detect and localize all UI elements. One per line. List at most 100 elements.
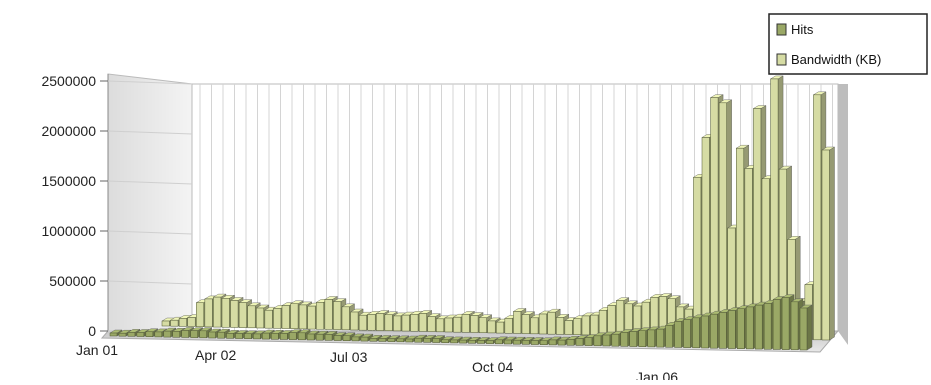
x-tick-label: Jan 06	[636, 369, 678, 380]
bar-0-77	[799, 307, 808, 351]
bar-0-9	[190, 330, 198, 338]
bar-1-43	[530, 317, 539, 335]
bar-1-62	[693, 177, 702, 338]
bar-1-10	[247, 305, 256, 329]
legend-box	[768, 13, 928, 75]
bar-1-15	[290, 303, 299, 329]
bar-1-2	[178, 318, 187, 327]
bar-0-58	[629, 331, 637, 347]
bar-0-61	[656, 328, 664, 348]
bar-0-52	[575, 338, 584, 346]
legend-swatch-hits	[776, 23, 787, 36]
bar-0-53	[584, 337, 593, 346]
bar-1-31	[427, 316, 436, 332]
y-tick-label: 2000000	[41, 123, 96, 139]
x-tick-label: Oct 04	[472, 359, 513, 375]
bar-0-24	[324, 334, 333, 341]
bar-1-7	[221, 298, 230, 328]
bar-0-44	[504, 339, 512, 345]
bar-1-51	[598, 310, 607, 336]
bar-1-24	[367, 314, 376, 331]
right-edge-wall	[838, 84, 848, 345]
bar-1-27	[393, 315, 402, 332]
bar-0-55	[602, 334, 611, 347]
bar-0-70	[737, 308, 745, 349]
x-tick-label: Jan 01	[76, 342, 118, 358]
bar-0-46	[521, 340, 530, 345]
bar-1-17	[307, 305, 316, 330]
bar-1-65	[718, 102, 727, 339]
bar-1-53	[616, 300, 625, 336]
bar-0-30	[378, 338, 387, 342]
bar-0-68	[719, 312, 727, 349]
x-tick-label: Apr 02	[195, 347, 236, 363]
bar-1-0	[161, 320, 170, 327]
bar-1-42	[521, 314, 530, 334]
bar-1-47	[564, 320, 573, 335]
y-tick-label: 0	[88, 323, 96, 339]
bar-0-23	[315, 333, 324, 341]
bar-0-12	[217, 331, 225, 339]
bar-1-8	[230, 300, 239, 328]
bar-0-17	[262, 332, 270, 340]
bar-0-47	[530, 340, 539, 345]
bar-1-4	[196, 302, 205, 327]
gridline-horizontal	[107, 180, 193, 185]
bar-0-20	[288, 332, 297, 340]
bar-1-76	[813, 94, 822, 341]
legend-label-hits: Hits	[791, 22, 814, 37]
bar-0-36	[432, 338, 440, 343]
bar-1-22	[350, 311, 359, 331]
bar-0-51	[566, 339, 575, 346]
bar-1-37	[478, 317, 487, 333]
bar-1-77-side	[829, 146, 835, 341]
x-tick-label: Jul 03	[330, 349, 368, 365]
bar-0-50	[557, 339, 566, 346]
bar-0-74	[772, 299, 781, 350]
bar-0-34	[414, 337, 422, 343]
bar-1-9	[238, 302, 247, 328]
bar-1-45	[547, 311, 556, 335]
bar-1-14	[281, 305, 290, 329]
bar-1-5	[204, 298, 213, 328]
bar-0-62	[665, 325, 673, 348]
gridline-horizontal	[107, 130, 193, 135]
bar-1-1	[170, 319, 179, 327]
bar-1-13	[273, 308, 282, 329]
bar-0-72	[754, 304, 763, 350]
bar-1-18	[316, 302, 325, 330]
bar-1-64	[710, 97, 719, 338]
bar-0-73	[763, 303, 772, 350]
bar-0-11	[208, 331, 216, 339]
bar-0-77-side	[806, 304, 813, 351]
bar-1-12	[264, 309, 273, 329]
bar-0-64	[683, 319, 691, 348]
bar-1-21	[341, 306, 350, 331]
bar-0-18	[271, 333, 279, 340]
bar-1-29	[410, 314, 419, 332]
bar-0-0	[109, 332, 118, 337]
bar-1-40	[504, 318, 513, 334]
bar-0-54	[593, 335, 602, 347]
legend-swatch-bandwidth	[776, 53, 787, 66]
bar-1-28	[401, 314, 410, 332]
y-tick-label: 500000	[49, 273, 96, 289]
bar-0-40	[468, 340, 476, 344]
bar-0-28	[360, 336, 369, 342]
bar-1-23	[358, 314, 367, 331]
bar-0-31	[387, 338, 396, 342]
bar-0-25	[333, 335, 342, 341]
bar-1-20	[333, 301, 342, 330]
gridline-horizontal	[107, 230, 193, 235]
bar-0-76	[790, 301, 799, 351]
bar-0-59	[638, 330, 646, 347]
bar-0-66	[701, 315, 709, 349]
bar-0-35	[423, 338, 431, 343]
gridline-horizontal	[107, 80, 193, 85]
bar-1-30	[418, 313, 427, 332]
bar-0-56	[611, 333, 620, 347]
bar-1-3	[187, 317, 196, 327]
legend-label-bandwidth: Bandwidth (KB)	[791, 52, 881, 67]
